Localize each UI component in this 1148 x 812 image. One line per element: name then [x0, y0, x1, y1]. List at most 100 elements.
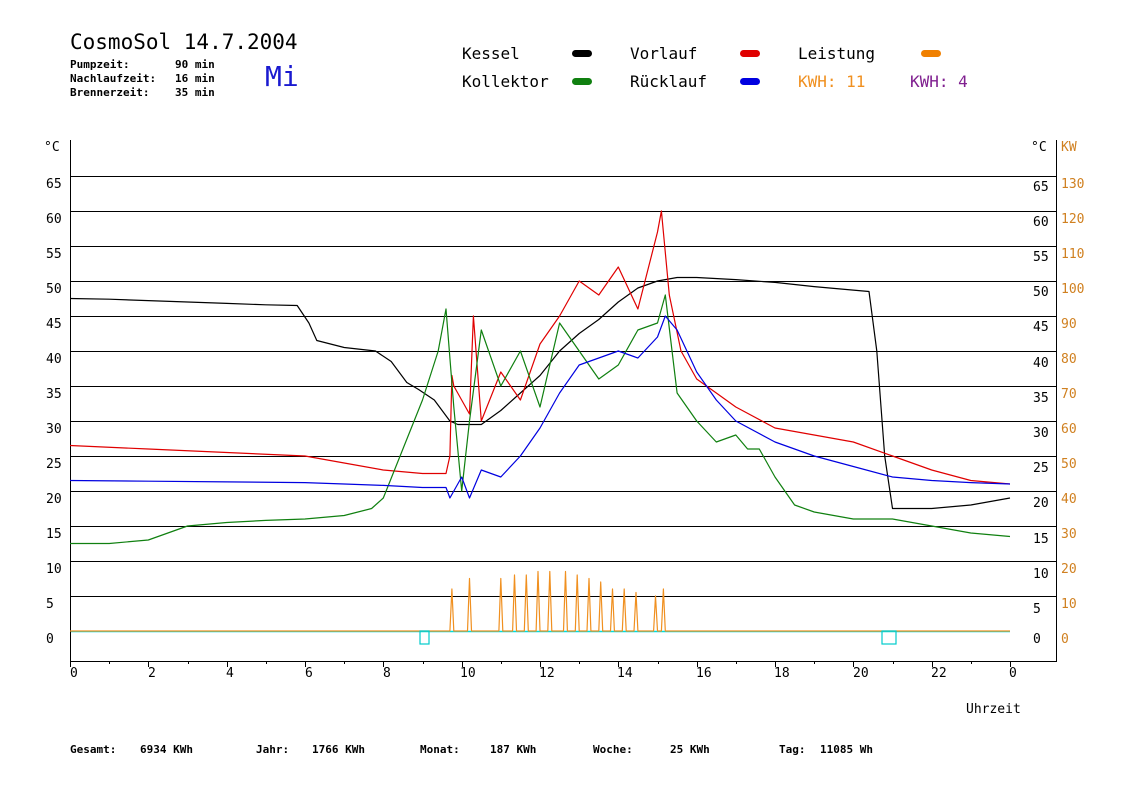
y-right-c-tick: 35: [1033, 391, 1049, 406]
y-left-tick: 65: [46, 177, 62, 192]
footer-tag-value: 11085 Wh: [820, 743, 873, 756]
legend-label-leistung: Leistung: [798, 44, 876, 63]
series-line-kollektor: [70, 294, 1011, 545]
gridlines: [70, 176, 1057, 633]
footer-monat-value: 187 KWh: [490, 743, 537, 756]
footer-jahr-value: 1766 KWh: [312, 743, 365, 756]
y-left-tick: 35: [46, 387, 62, 402]
y-left-tick: 20: [46, 492, 62, 507]
series-line-vorlauf: [69, 210, 1011, 485]
y-right-kw-tick: 10: [1061, 597, 1077, 612]
param-label-pumpzeit: Pumpzeit:: [70, 58, 130, 71]
legend-kwh-purple: KWH: 4: [910, 72, 968, 91]
y-right-c-tick: 25: [1033, 461, 1049, 476]
right-axis-unit-c: °C: [1031, 140, 1047, 155]
footer-monat-label: Monat:: [420, 743, 460, 756]
y-left-tick: 15: [46, 527, 62, 542]
y-right-c-tick: 20: [1033, 496, 1049, 511]
y-left-tick: 5: [46, 597, 54, 612]
footer-jahr-label: Jahr:: [256, 743, 290, 756]
legend-swatch-ruecklauf: [740, 78, 760, 85]
baseline-marker-left: [419, 630, 430, 645]
x-tick: 14: [617, 666, 633, 681]
legend-swatch-kollektor: [572, 78, 592, 85]
y-left-tick: 45: [46, 317, 62, 332]
y-right-c-tick: 15: [1033, 532, 1049, 547]
y-left-tick: 50: [46, 282, 62, 297]
y-right-c-tick: 65: [1033, 180, 1049, 195]
legend-label-vorlauf: Vorlauf: [630, 44, 698, 63]
x-tick-marks: [70, 661, 1011, 667]
y-right-c-tick: 55: [1033, 250, 1049, 265]
x-axis-label: Uhrzeit: [966, 702, 1021, 717]
y-right-c-tick: 40: [1033, 356, 1049, 371]
x-tick: 6: [305, 666, 313, 681]
chart-title: CosmoSol 14.7.2004: [70, 30, 298, 54]
y-right-kw-tick: 0: [1061, 632, 1069, 647]
x-tick: 20: [853, 666, 869, 681]
series-lines: [69, 210, 1011, 632]
y-left-tick: 30: [46, 422, 62, 437]
y-left-tick: 60: [46, 212, 62, 227]
y-right-kw-tick: 100: [1061, 282, 1085, 297]
x-tick: 12: [539, 666, 555, 681]
y-right-kw-tick: 20: [1061, 562, 1077, 577]
y-right-c-tick: 30: [1033, 426, 1049, 441]
param-value-brennerzeit: 35 min: [175, 86, 215, 99]
left-axis-unit: °C: [44, 140, 60, 155]
legend-swatch-vorlauf: [740, 50, 760, 57]
y-right-kw-tick: 40: [1061, 492, 1077, 507]
footer-tag-label: Tag:: [779, 743, 806, 756]
y-right-c-tick: 45: [1033, 320, 1049, 335]
legend-swatch-leistung: [921, 50, 941, 57]
param-label-nachlaufzeit: Nachlaufzeit:: [70, 72, 157, 85]
y-left-tick: 0: [46, 632, 54, 647]
x-tick: 18: [774, 666, 790, 681]
legend-label-kessel: Kessel: [462, 44, 520, 63]
series-line-kessel: [69, 276, 1011, 510]
legend-kwh-orange: KWH: 11: [798, 72, 866, 91]
param-value-nachlaufzeit: 16 min: [175, 72, 215, 85]
footer-gesamt-label: Gesamt:: [70, 743, 117, 756]
y-right-kw-tick: 70: [1061, 387, 1077, 402]
y-right-kw-tick: 80: [1061, 352, 1077, 367]
baseline-marker-right: [881, 630, 897, 645]
y-right-c-tick: 50: [1033, 285, 1049, 300]
y-right-kw-tick: 130: [1061, 177, 1085, 192]
x-tick: 2: [148, 666, 156, 681]
legend-swatch-kessel: [572, 50, 592, 57]
x-tick: 10: [460, 666, 476, 681]
baseline-markers: [419, 630, 897, 645]
y-left-tick: 25: [46, 457, 62, 472]
param-value-pumpzeit: 90 min: [175, 58, 215, 71]
x-tick: 0: [1009, 666, 1017, 681]
series-line-leistung: [70, 570, 1010, 632]
y-right-c-tick: 10: [1033, 567, 1049, 582]
footer-woche-label: Woche:: [593, 743, 633, 756]
y-right-c-tick: 60: [1033, 215, 1049, 230]
y-right-kw-tick: 30: [1061, 527, 1077, 542]
x-tick: 4: [226, 666, 234, 681]
series-line-ruecklauf: [69, 315, 1011, 499]
y-left-tick: 55: [46, 247, 62, 262]
legend-label-kollektor: Kollektor: [462, 72, 549, 91]
footer-woche-value: 25 KWh: [670, 743, 710, 756]
right-axis-unit-kw: KW: [1061, 140, 1077, 155]
weekday-label: Mi: [265, 60, 299, 93]
y-right-c-tick: 5: [1033, 602, 1041, 617]
y-right-kw-tick: 120: [1061, 212, 1085, 227]
y-right-kw-tick: 90: [1061, 317, 1077, 332]
legend-label-ruecklauf: Rücklauf: [630, 72, 708, 91]
x-tick: 16: [696, 666, 712, 681]
x-tick: 8: [383, 666, 391, 681]
param-label-brennerzeit: Brennerzeit:: [70, 86, 150, 99]
y-right-kw-tick: 110: [1061, 247, 1085, 262]
x-tick: 0: [70, 666, 78, 681]
y-right-kw-tick: 50: [1061, 457, 1077, 472]
y-left-tick: 10: [46, 562, 62, 577]
axes: [70, 140, 1057, 662]
y-right-c-tick: 0: [1033, 632, 1041, 647]
y-right-kw-tick: 60: [1061, 422, 1077, 437]
x-tick: 22: [931, 666, 947, 681]
